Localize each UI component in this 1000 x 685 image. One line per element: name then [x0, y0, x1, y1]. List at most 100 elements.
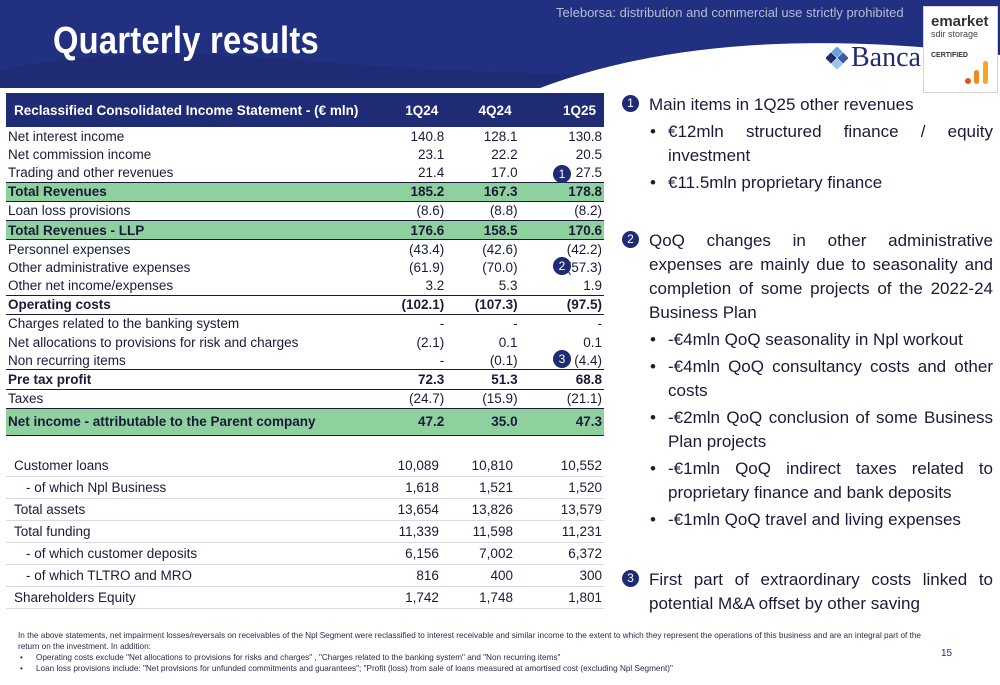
cell-4q24: 7,002 — [440, 542, 515, 565]
cell-4q24: 0.1 — [498, 334, 518, 350]
cell-1q24: 816 — [388, 564, 441, 587]
cell-1q25: (42.2) — [566, 241, 602, 257]
commentary-bullet: €11.5mln proprietary finance — [622, 171, 993, 195]
cell-4q24: - — [513, 316, 518, 332]
row-label: Total funding — [6, 520, 388, 543]
cell-1q24: 47.2 — [390, 407, 447, 436]
table-row: Other net income/expenses 3.2 5.3 1.9 — [6, 277, 604, 296]
cell-1q24: - — [439, 316, 445, 332]
income-statement-table: Reclassified Consolidated Income Stateme… — [6, 93, 604, 436]
cell-1q24: 11,339 — [388, 520, 441, 543]
cell-1q24: 1,742 — [388, 586, 441, 609]
commentary-bullets: €12mln structured finance / equity inves… — [622, 120, 993, 195]
row-label: Net interest income — [8, 128, 125, 144]
cell-1q25: 0.1 — [583, 334, 602, 350]
cell-1q24: 72.3 — [390, 369, 447, 390]
cell-1q25: 27.5 — [575, 164, 602, 180]
row-label: Pre tax profit — [6, 369, 391, 390]
cell-1q25: (4.4) — [574, 352, 602, 368]
cell-4q24: 128.1 — [483, 128, 518, 144]
cell-1q24: (43.4) — [408, 241, 445, 257]
cell-1q25: 130.8 — [568, 128, 602, 144]
commentary-section-1: 1 Main items in 1Q25 other revenues €12m… — [622, 93, 993, 195]
commentary-heading-text: First part of extraordinary costs linked… — [649, 570, 993, 613]
table-row: Other administrative expenses (61.9) (70… — [6, 258, 604, 276]
cell-4q24: 167.3 — [446, 181, 520, 202]
row-label: Net income - attributable to the Parent … — [6, 407, 391, 436]
table-row: Total funding 11,339 11,598 11,231 — [6, 520, 604, 543]
cell-1q25: 68.8 — [519, 369, 604, 390]
row-label: - of which TLTRO and MRO — [6, 564, 388, 587]
cell-1q25: (57.3) — [566, 259, 602, 275]
cell-4q24: 22.2 — [491, 146, 518, 162]
cell-1q25: (97.5) — [519, 294, 604, 315]
page-number: 15 — [941, 648, 953, 659]
row-label: Operating costs — [6, 294, 391, 315]
cell-4q24: (8.8) — [489, 203, 518, 219]
commentary-bullet: -€4mln QoQ consultancy costs and other c… — [622, 355, 993, 403]
table-row: - of which customer deposits 6,156 7,002… — [6, 542, 604, 565]
cell-1q25: 47.3 — [519, 407, 604, 436]
badge-bars-icon — [965, 61, 988, 84]
cell-4q24: 51.3 — [446, 369, 520, 390]
commentary-heading: 3 First part of extraordinary costs link… — [622, 568, 993, 616]
note-marker-2: 2 — [553, 257, 571, 275]
cell-4q24: (42.6) — [482, 241, 518, 257]
table-header-row: Reclassified Consolidated Income Stateme… — [6, 93, 604, 127]
cell-4q24: 10,810 — [440, 455, 515, 477]
table-header-label: Reclassified Consolidated Income Stateme… — [6, 93, 391, 127]
badge-line1: emarket — [931, 13, 989, 30]
cell-4q24: 35.0 — [446, 407, 520, 436]
commentary-bullets: -€4mln QoQ seasonality in Npl workout -€… — [622, 328, 993, 532]
cell-1q24: 3.2 — [425, 278, 445, 294]
cell-4q24: 5.3 — [498, 278, 518, 294]
commentary-bullet: -€2mln QoQ conclusion of some Business P… — [622, 406, 993, 454]
cell-1q24: 13,654 — [388, 498, 441, 521]
table-row-subtotal: Pre tax profit 72.3 51.3 68.8 — [6, 369, 604, 390]
cell-1q25: 11,231 — [514, 520, 604, 543]
cell-4q24: 17.0 — [491, 164, 518, 180]
row-label: Non recurring items — [8, 352, 126, 368]
col-header-1q24: 1Q24 — [390, 93, 447, 127]
row-label: Customer loans — [6, 455, 388, 477]
cell-1q24: (8.6) — [416, 203, 445, 219]
cell-4q24: 11,598 — [440, 520, 515, 543]
col-header-1q25: 1Q25 — [519, 93, 604, 127]
table-row-net-income: Net income - attributable to the Parent … — [6, 407, 604, 436]
cell-1q25: 20.5 — [575, 146, 602, 162]
balance-sheet-table: Customer loans 10,089 10,810 10,552 - of… — [6, 455, 604, 609]
commentary-heading-text: QoQ changes in other administrative expe… — [649, 231, 993, 322]
watermark-text: Teleborsa: distribution and commercial u… — [556, 5, 904, 20]
table-row: Charges related to the banking system - … — [6, 314, 604, 333]
cell-1q24: 21.4 — [417, 164, 445, 180]
cell-1q25: 1,801 — [514, 586, 604, 609]
row-label: - of which customer deposits — [6, 542, 388, 565]
col-header-4q24: 4Q24 — [446, 93, 520, 127]
row-label: Shareholders Equity — [6, 586, 388, 609]
table-row: Customer loans 10,089 10,810 10,552 — [6, 455, 604, 477]
cell-1q25: 178.8 — [519, 181, 604, 202]
header-banner: Quarterly results Teleborsa: distributio… — [0, 0, 1000, 88]
cell-1q24: 185.2 — [390, 181, 447, 202]
cell-1q24: 176.6 — [390, 219, 447, 241]
cell-1q24: (2.1) — [416, 334, 445, 350]
table-row: Non recurring items - (0.1) (4.4) — [6, 351, 604, 370]
page-title: Quarterly results — [53, 20, 319, 62]
emarket-certified-badge: emarket sdir storage CERTIFIED — [923, 6, 998, 93]
commentary-section-3: 3 First part of extraordinary costs link… — [622, 568, 993, 616]
footnote-bullet: Loan loss provisions include: "Net provi… — [18, 663, 938, 674]
cell-4q24: 1,748 — [440, 586, 515, 609]
table-row: Net commission income 23.1 22.2 20.5 — [6, 145, 604, 163]
commentary-heading: 2 QoQ changes in other administrative ex… — [622, 229, 993, 325]
cell-1q24: (102.1) — [390, 294, 447, 315]
row-label: Taxes — [8, 391, 44, 407]
banca-logo-word: Banca — [851, 42, 921, 73]
table-row: - of which Npl Business 1,618 1,521 1,52… — [6, 476, 604, 499]
cell-1q24: 1,618 — [388, 476, 441, 499]
row-label: Trading and other revenues — [8, 164, 174, 180]
commentary-number-badge: 2 — [622, 231, 639, 248]
cell-4q24: 1,521 — [440, 476, 515, 499]
banca-logo: Banca — [825, 40, 922, 76]
row-label: Charges related to the banking system — [8, 316, 240, 332]
commentary-heading: 1 Main items in 1Q25 other revenues — [622, 93, 993, 117]
